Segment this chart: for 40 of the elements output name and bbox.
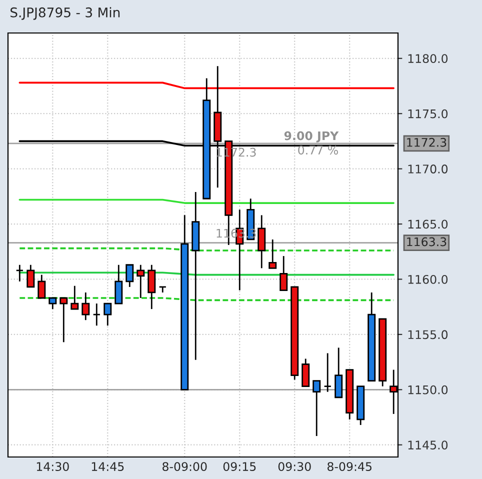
candlestick: [70, 285, 79, 310]
y-tick-label: 1180.0: [408, 54, 448, 64]
candlestick: [104, 302, 112, 326]
candlestick: [268, 238, 277, 269]
y-tick-label: 1160.0: [408, 274, 448, 284]
candlestick: [280, 255, 288, 291]
candlestick: [136, 264, 145, 299]
candlestick: [92, 302, 101, 326]
candlestick: [26, 264, 35, 288]
x-tick-label: 14:30: [36, 462, 69, 471]
candlestick: [312, 380, 321, 437]
x-tick-label: 8-09:00: [162, 462, 207, 471]
candlestick: [60, 297, 68, 343]
x-tick-label: 14:45: [92, 462, 124, 471]
x-tick-label: 09:30: [278, 462, 311, 471]
y-tick-label: 1170.0: [408, 164, 448, 174]
x-tick-label: 09:15: [223, 462, 256, 471]
ref-line-label: 1172.3: [407, 138, 446, 147]
y-tick-label: 1175.0: [408, 109, 448, 118]
candlestick: [148, 264, 156, 310]
chart-title: S.JPJ8795 - 3 Min: [10, 7, 120, 20]
ref-line-label: 1163.3: [407, 237, 446, 246]
candlestick: [258, 214, 266, 269]
candlestick: [324, 352, 332, 393]
candlestick: [48, 297, 57, 310]
y-tick-label: 1155.0: [408, 330, 448, 340]
candlestick: [16, 264, 24, 282]
candlestick: [126, 264, 134, 288]
candlestick: [334, 346, 343, 398]
annotation: 0.77 %: [298, 146, 338, 155]
annotation: 9.00 JPY: [284, 131, 339, 142]
candlestick: [38, 274, 46, 299]
candlestick: [114, 264, 123, 304]
y-tick-label: 1150.0: [408, 385, 448, 394]
y-tick-label: 1165.0: [408, 220, 448, 229]
candlestick: [82, 292, 90, 321]
y-tick-label: 1145.0: [408, 440, 448, 450]
candlestick: [302, 358, 310, 388]
candlestick: [158, 286, 167, 294]
x-tick-label: 8-09:45: [328, 462, 372, 471]
